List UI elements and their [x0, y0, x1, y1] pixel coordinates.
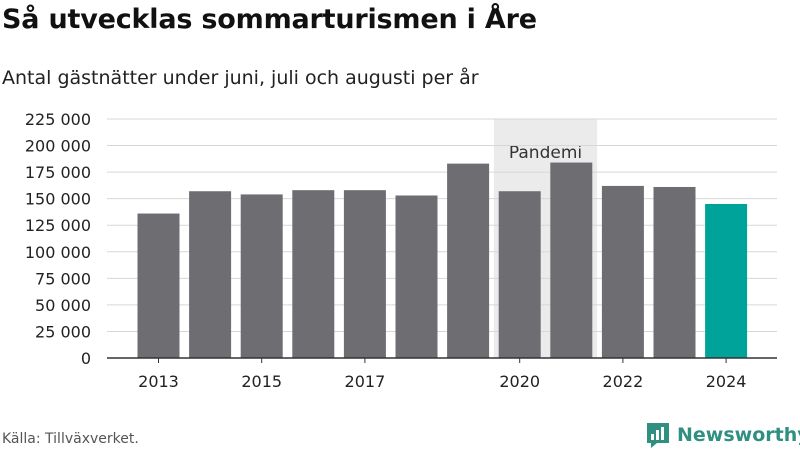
y-tick-label: 125 000 [25, 216, 91, 235]
y-tick-label: 150 000 [25, 190, 91, 209]
brand-name: Newsworthy [677, 424, 800, 446]
bar-2014 [189, 191, 232, 358]
bar-2023 [653, 186, 696, 358]
bar-2022 [601, 185, 644, 358]
bar-2024 [705, 203, 748, 358]
bar-2020 [498, 191, 541, 358]
bar-2018 [395, 195, 438, 358]
source-note: Källa: Tillväxverket. [2, 431, 139, 447]
y-tick-label: 175 000 [25, 163, 91, 182]
y-tick-label: 75 000 [35, 269, 91, 288]
x-tick-label: 2013 [138, 372, 179, 391]
y-tick-label: 0 [81, 349, 91, 368]
bar-2016 [292, 190, 335, 358]
bar-2021 [550, 162, 593, 358]
x-tick-label: 2022 [603, 372, 644, 391]
x-tick-label: 2017 [345, 372, 386, 391]
bar-2015 [240, 194, 283, 358]
chart-title: Så utvecklas sommarturismen i Åre [2, 4, 537, 35]
bar-2017 [343, 190, 386, 358]
y-tick-label: 25 000 [35, 322, 91, 341]
x-tick-label: 2015 [241, 372, 282, 391]
y-tick-label: 50 000 [35, 296, 91, 315]
pandemic-label: Pandemi [509, 143, 582, 163]
bar-2013 [137, 213, 180, 358]
x-tick-label: 2020 [499, 372, 540, 391]
chart-subtitle: Antal gästnätter under juni, juli och au… [2, 67, 479, 89]
bar-2019 [447, 163, 490, 358]
x-tick-label: 2024 [706, 372, 747, 391]
y-tick-label: 100 000 [25, 243, 91, 262]
y-tick-label: 225 000 [25, 110, 91, 129]
y-tick-label: 200 000 [25, 137, 91, 156]
brand-logo: Newsworthy [645, 421, 800, 449]
newsworthy-logo-icon [647, 423, 669, 448]
